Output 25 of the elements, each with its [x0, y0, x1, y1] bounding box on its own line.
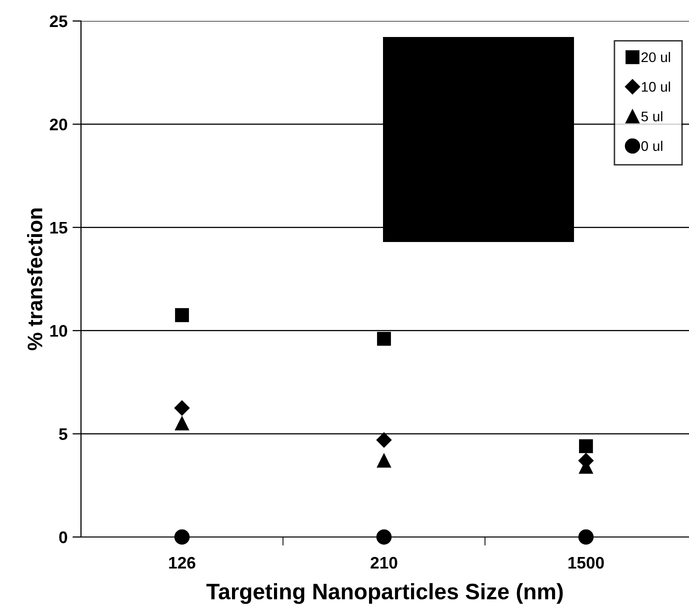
- point: [376, 432, 392, 448]
- y-axis-title: % transfection: [27, 208, 42, 350]
- point: [174, 400, 190, 416]
- x-tick-label: 210: [370, 556, 398, 569]
- y-tick-label: 15: [50, 222, 68, 234]
- x-axis-title: Targeting Nanoparticles Size (nm): [206, 583, 563, 604]
- y-tick-label: 20: [50, 118, 68, 130]
- point: [376, 529, 392, 545]
- point: [377, 454, 391, 468]
- legend-label: 20 ul: [642, 52, 670, 62]
- y-tick-label: 0: [59, 531, 68, 544]
- x-tick-label: 1500: [568, 556, 604, 569]
- legend-label: 0 ul: [641, 140, 662, 151]
- legend-label: 10 ul: [642, 82, 670, 92]
- y-tick-label: 25: [50, 15, 68, 28]
- point: [175, 416, 189, 430]
- x-tick-label: 126: [169, 556, 196, 569]
- y-tick-label: 5: [59, 428, 68, 440]
- point: [174, 529, 190, 545]
- legend-label: 5 ul: [641, 111, 662, 122]
- point: [175, 308, 189, 322]
- point: [579, 439, 593, 454]
- point: [377, 332, 391, 346]
- point: [578, 529, 594, 545]
- y-tick-label: 10: [50, 325, 68, 337]
